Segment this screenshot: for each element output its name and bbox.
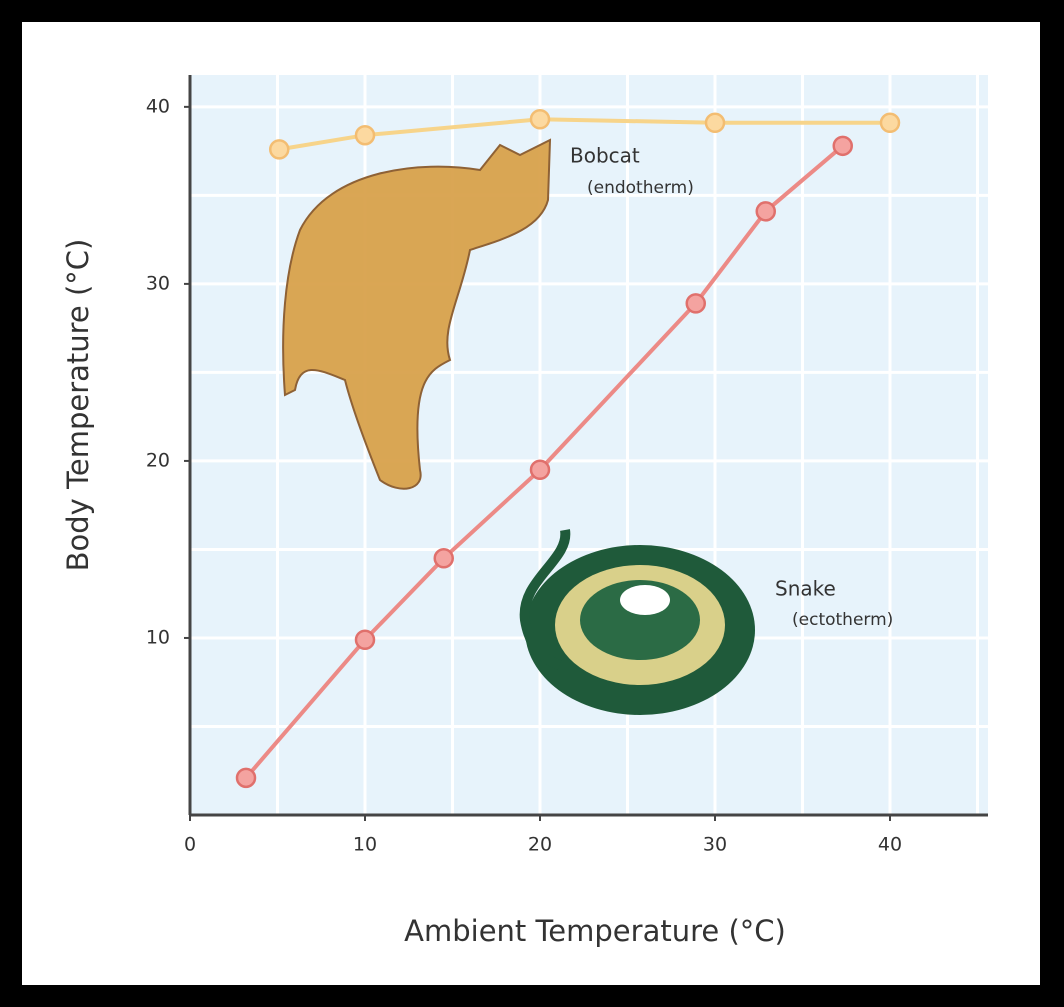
x-tick-label: 30 xyxy=(703,834,727,856)
y-tick-label: 30 xyxy=(146,272,170,294)
x-tick-label: 40 xyxy=(878,834,902,856)
x-tick-label: 20 xyxy=(528,834,552,856)
data-point xyxy=(529,109,551,130)
y-tick-label: 40 xyxy=(146,95,170,117)
data-point xyxy=(529,459,551,481)
series-label: Snake xyxy=(775,577,836,601)
data-point xyxy=(755,201,776,222)
data-point xyxy=(235,767,257,789)
x-tick-label: 0 xyxy=(184,834,196,856)
bobcat-illustration xyxy=(282,138,552,490)
data-point xyxy=(879,112,901,134)
x-axis-title: Ambient Temperature (°C) xyxy=(404,914,786,948)
data-point xyxy=(685,293,706,314)
series-label: Bobcat xyxy=(570,144,640,168)
data-point xyxy=(704,112,726,134)
data-point xyxy=(832,135,853,157)
snake-illustration xyxy=(519,529,755,715)
data-point xyxy=(354,124,376,146)
data-point xyxy=(269,139,290,160)
data-point xyxy=(354,629,376,650)
series-note: (endotherm) xyxy=(587,178,694,198)
y-tick-label: 10 xyxy=(146,626,170,648)
x-tick-label: 10 xyxy=(353,834,377,856)
series-note: (ectotherm) xyxy=(792,610,893,630)
y-axis-title: Body Temperature (°C) xyxy=(61,239,95,572)
data-point xyxy=(433,548,454,569)
y-tick-label: 20 xyxy=(146,449,170,471)
